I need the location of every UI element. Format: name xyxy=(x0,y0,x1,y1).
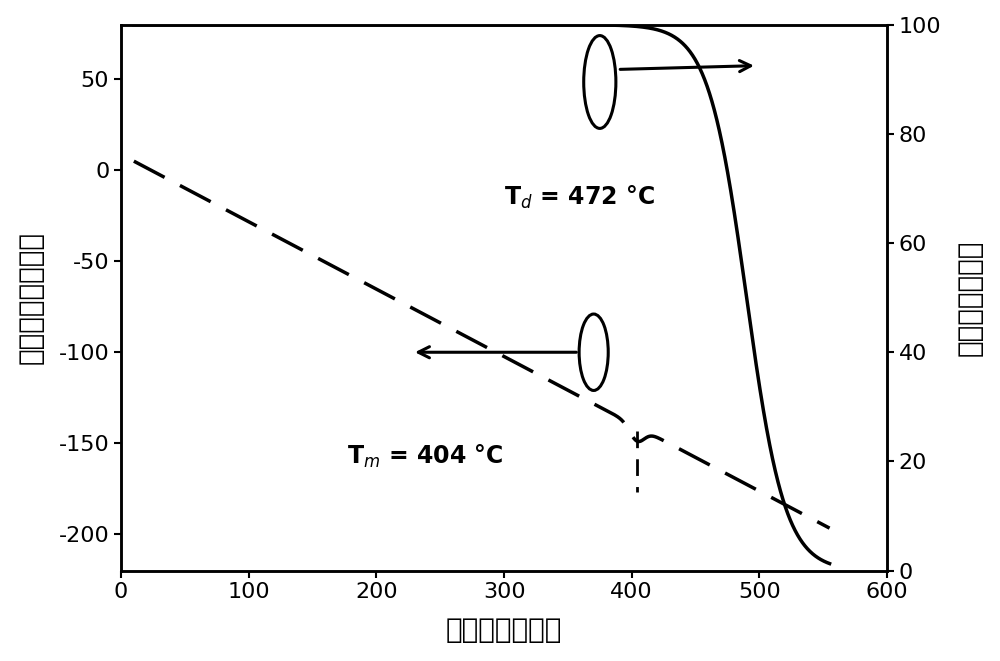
X-axis label: 温度（摄氏度）: 温度（摄氏度） xyxy=(446,616,562,644)
Y-axis label: 重量（百分数）: 重量（百分数） xyxy=(955,239,983,356)
Y-axis label: 热流（任意单位）: 热流（任意单位） xyxy=(17,231,45,364)
Text: T$_d$ = 472 °C: T$_d$ = 472 °C xyxy=(504,184,655,211)
Text: T$_m$ = 404 °C: T$_m$ = 404 °C xyxy=(347,443,504,471)
